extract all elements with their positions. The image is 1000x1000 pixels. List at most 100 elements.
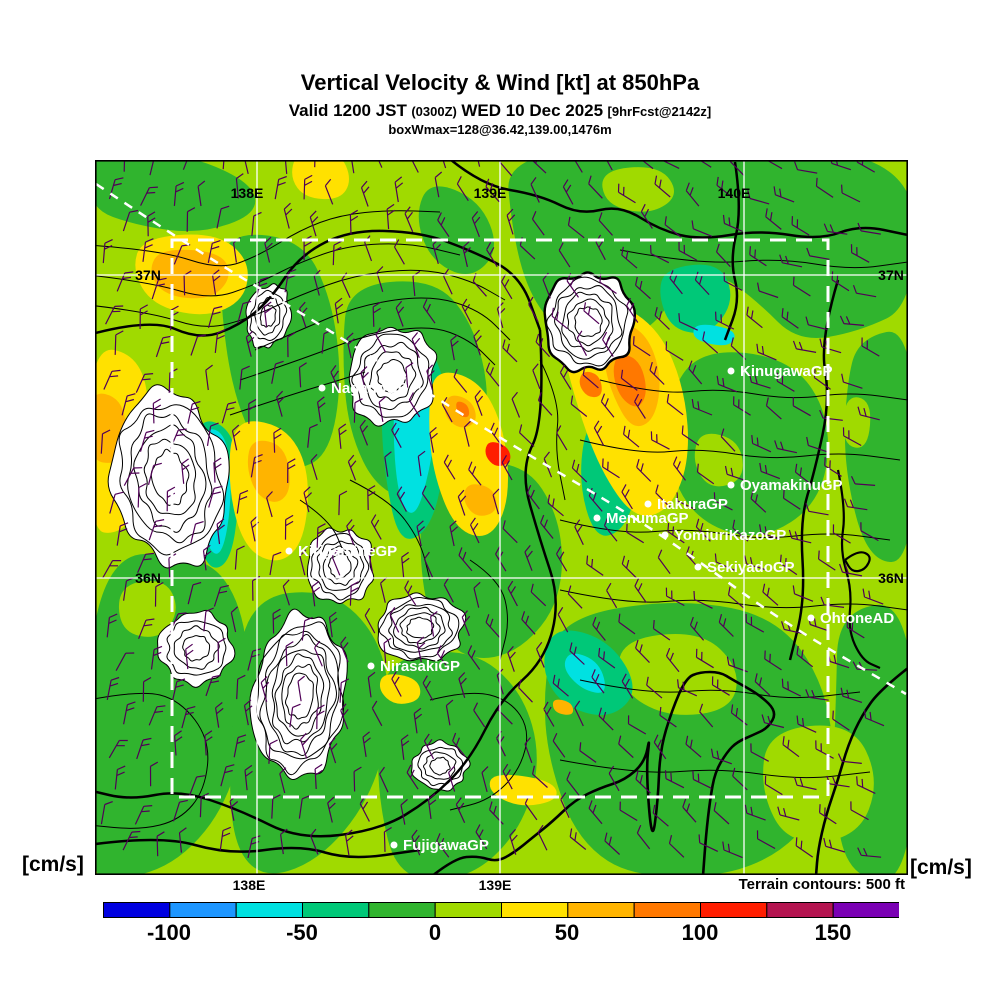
colorbar-segment [434, 902, 503, 918]
contour-ring [566, 298, 610, 347]
station-dot [807, 614, 815, 622]
station-label: SekiyadoGP [707, 559, 795, 576]
field-region-bg [843, 397, 871, 448]
station-dot [390, 841, 398, 849]
colorbar-segment [567, 902, 635, 918]
contour-ring [406, 616, 435, 639]
colorbar-segment [169, 902, 237, 918]
unit-label-right: [cm/s] [910, 856, 972, 879]
field-region-bg [118, 580, 176, 637]
contour-ring [322, 545, 359, 586]
contour-ring [182, 635, 211, 662]
forecast-ref: [9hrFcst@2142z] [607, 104, 712, 119]
station-label: KinugawaGP [740, 363, 833, 380]
map-border [95, 160, 909, 876]
colorbar-tick: 50 [554, 920, 580, 945]
stations-layer: NaganoGP KirigamineGP NirasakiGP FujigawaGP… [285, 363, 894, 854]
contour-ring [388, 603, 453, 653]
station-dot [644, 500, 652, 508]
station-dot [727, 367, 735, 375]
field-region-teal [660, 264, 731, 333]
contour-ring [574, 306, 603, 337]
contour-ring [143, 438, 197, 516]
lat-label-left: 37N [135, 267, 161, 283]
contour-ring [274, 653, 325, 737]
coastline [431, 469, 908, 875]
station-dot [694, 563, 702, 571]
white-blob [249, 608, 348, 780]
station-label: OyamakinuGP [740, 477, 843, 494]
bottom-lon-label: 139E [478, 877, 512, 893]
field-region-bg [618, 633, 737, 715]
colorbar-tick-labels: -100 -50 0 50 100 150 [0, 920, 1000, 950]
wmax-note: boxWmax=128@36.42,139.00,1476m [388, 122, 612, 137]
station-dot [367, 662, 375, 670]
map-svg: 138E 139E 140E 37N 37N 36N 36N NaganoGP Kirigami… [95, 160, 909, 876]
colorbar-svg [103, 902, 900, 918]
wind-barbs-layer [100, 160, 885, 859]
contour-ring [271, 649, 331, 745]
colorbar-tick: 150 [814, 920, 852, 945]
station-label: OhtoneAD [820, 610, 894, 627]
contour-ring [378, 597, 460, 660]
field-region-yellow [379, 674, 421, 704]
bottom-lon-label: 138E [232, 877, 266, 893]
map-layers: 138E 139E 140E 37N 37N 36N 36N NaganoGP Kirigami… [95, 160, 908, 875]
station-label: KirigamineGP [298, 543, 397, 560]
contour-ring [393, 606, 446, 650]
terrain-contours-thick [95, 160, 908, 859]
lon-label: 138E [231, 185, 264, 201]
colorbar-segment [700, 902, 768, 918]
contour-ring [369, 351, 417, 402]
station-label: YomiuriKazoGP [674, 527, 786, 544]
valid-prefix: Valid 1200 JST [288, 101, 407, 120]
lon-label: 139E [474, 185, 507, 201]
field-region-dorange [613, 354, 646, 407]
station-dot [285, 547, 293, 555]
contour-ring [561, 291, 614, 352]
valid-time-line: Valid 1200 JST (0300Z) WED 10 Dec 2025 [… [0, 101, 1000, 121]
station-dot [593, 514, 601, 522]
station-dot [318, 384, 326, 392]
forecast-box-dashed [170, 238, 830, 799]
contour-ring [376, 358, 408, 394]
colorbar-segment [103, 902, 171, 918]
weather-map: 138E 139E 140E 37N 37N 36N 36N NaganoGP Kirigami… [95, 160, 909, 876]
field-region-dorange [579, 371, 602, 398]
grid-labels: 138E 139E 140E 37N 37N 36N 36N [135, 185, 904, 586]
colorbar-tick: 0 [428, 920, 442, 945]
white-blob [543, 271, 637, 374]
contour-ring [399, 612, 441, 645]
field-region-green [844, 331, 908, 562]
latlon-grid [95, 160, 908, 875]
lat-label-right: 37N [878, 267, 904, 283]
contour-ring [259, 304, 277, 328]
station-label: ItakuraGP [657, 496, 728, 513]
unit-label-left: [cm/s] [22, 853, 84, 876]
valid-date: WED 10 Dec 2025 [461, 101, 604, 120]
colorbar-segment [501, 902, 569, 918]
contour-ring [417, 746, 464, 787]
field-region-yellow [292, 160, 349, 200]
station-dot [727, 481, 735, 489]
contour-ring [284, 672, 314, 720]
lon-label: 140E [718, 185, 751, 201]
contour-ring [362, 341, 424, 411]
colorbar-tick: 100 [681, 920, 719, 945]
colorbar-tick: -100 [146, 920, 192, 945]
contour-ring [166, 620, 227, 676]
page-title: Vertical Velocity & Wind [kt] at 850hPa [300, 70, 700, 95]
station-dot [661, 531, 669, 539]
colorbar-segment [235, 902, 303, 918]
colorbar [103, 902, 900, 919]
valid-utc: (0300Z) [411, 104, 457, 119]
field-region-orange [464, 484, 497, 516]
colorbar-segment [633, 902, 701, 918]
contour-ring [254, 297, 281, 336]
lat-label-right: 36N [878, 570, 904, 586]
field-region-green [666, 352, 828, 536]
colorbar-segment [302, 902, 370, 918]
station-label: MenumaGP [606, 510, 689, 527]
station-label: NirasakiGP [380, 658, 460, 675]
